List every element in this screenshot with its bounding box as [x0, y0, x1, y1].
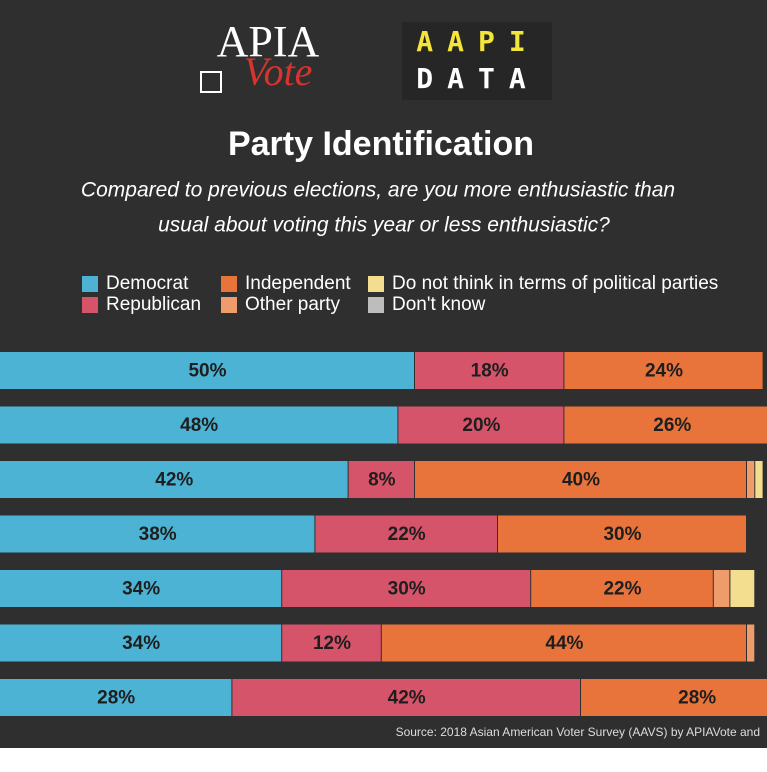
bar-segment [0, 461, 348, 498]
bar-segment [0, 352, 414, 389]
data-label: 28% [97, 688, 135, 709]
bar-segment [0, 624, 282, 662]
data-label: 18% [471, 361, 509, 382]
legend-swatch [82, 276, 98, 292]
bar-segment [415, 461, 746, 498]
data-label: 24% [645, 361, 683, 382]
data-label: 34% [122, 579, 160, 600]
legend-label: Independent [245, 273, 351, 294]
bar-segment [315, 515, 497, 553]
logo-text: APIA [217, 17, 320, 66]
data-label: 26% [653, 415, 691, 436]
logo-text: DATA [416, 62, 539, 95]
bar-segment [232, 679, 580, 716]
legend-label: Other party [245, 294, 341, 315]
data-label: 48% [180, 415, 218, 436]
bar-segment [581, 679, 767, 716]
bar-segment [381, 624, 746, 662]
bar-segment [755, 461, 763, 498]
data-label: 38% [139, 524, 177, 545]
legend-label: Democrat [106, 273, 189, 294]
legend-swatch [82, 297, 98, 313]
bar-segment [0, 406, 398, 444]
data-label: 34% [122, 633, 160, 654]
chart-subtitle: usual about voting this year or less ent… [158, 214, 610, 237]
data-label: 22% [603, 579, 641, 600]
chart-title: Party Identification [228, 125, 534, 163]
data-label: 22% [388, 524, 426, 545]
legend-swatch [368, 297, 384, 313]
bar-segment [747, 624, 755, 662]
bar-segment [0, 570, 282, 607]
bar-segment [348, 461, 414, 498]
bar-segment [531, 570, 713, 607]
legend-swatch [368, 276, 384, 292]
legend-label: Don't know [392, 294, 486, 315]
data-label: 44% [545, 633, 583, 654]
data-label: 12% [313, 633, 351, 654]
bar-segment [564, 352, 763, 389]
bar-segment [415, 352, 564, 389]
data-label: 50% [188, 361, 226, 382]
bar-segment [398, 406, 564, 444]
data-label: 28% [678, 688, 716, 709]
bar-segment [282, 570, 531, 607]
data-label: 42% [155, 470, 193, 491]
legend-label: Republican [106, 294, 201, 315]
legend-swatch [221, 297, 237, 313]
bar-segment [713, 570, 730, 607]
logo-text: Vote [244, 49, 313, 94]
bar-segment [564, 406, 767, 444]
bar-segment [498, 515, 746, 553]
logo-box [402, 22, 552, 100]
bar-segment [0, 515, 315, 553]
legend-label: Do not think in terms of political parti… [392, 273, 718, 294]
bar-segment [730, 570, 755, 607]
source-note: Source: 2018 Asian American Voter Survey… [396, 725, 760, 739]
bar-segment [282, 624, 381, 662]
logo-checkbox [200, 71, 222, 93]
data-label: 40% [562, 470, 600, 491]
legend-swatch [221, 276, 237, 292]
data-label: 30% [388, 579, 426, 600]
logo-text: AAPI [416, 25, 539, 58]
chart-subtitle: Compared to previous elections, are you … [81, 179, 675, 202]
bar-segment [747, 461, 755, 498]
data-label: 8% [368, 470, 396, 491]
data-label: 30% [603, 524, 641, 545]
data-label: 20% [462, 415, 500, 436]
bar-segment [0, 679, 232, 716]
data-label: 42% [388, 688, 426, 709]
